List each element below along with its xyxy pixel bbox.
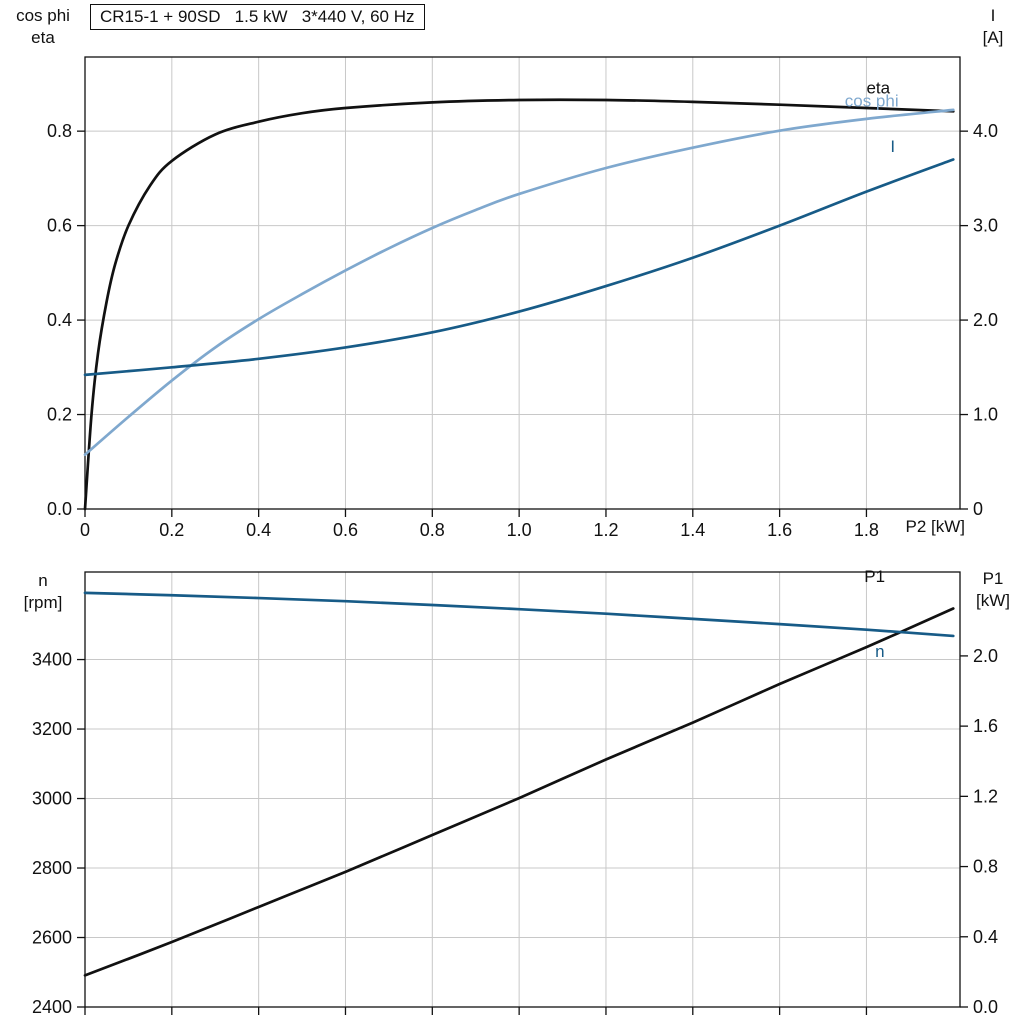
y-left-tick-label: 3000 [32,789,72,809]
y-left-tick-label: 0.8 [47,121,72,141]
curve-P1 [83,607,955,977]
y-left-tick-label: 2800 [32,858,72,878]
axis-label-cos-phi: cos phi [16,6,70,25]
x-tick-label: 0.4 [246,520,271,540]
x-tick-label: 1.4 [680,520,705,540]
x-tick-label: 0.8 [420,520,445,540]
y-right-tick-label: 0.4 [973,927,998,947]
x-tick-label: 1.2 [593,520,618,540]
y-right-tick-label: 2.0 [973,310,998,330]
y-right-tick-label: 0.8 [973,857,998,877]
y-left-tick-label: 3200 [32,719,72,739]
plot-border [84,571,961,1008]
axis-label-eta: eta [31,28,55,47]
axis-label-speed-unit: [rpm] [23,593,63,612]
y-left-tick-label: 2400 [32,997,72,1017]
panel-top: 0.0 0.2 0.4 0.6 0.8 0 1.0 2.0 3.0 4.0 0 0.2 0.4 0.6 0.… [47,56,998,540]
y-right-tick-label: 1.2 [973,786,998,806]
y-right-tick-label: 0.0 [973,997,998,1017]
axis-label-bottom-right: P1 [kW] [962,568,1024,612]
y-left-tick-label: 0.0 [47,499,72,519]
y-left-tick-label: 0.6 [47,216,72,236]
series-label-P1: P1 [864,567,885,586]
axis-label-speed: n [38,571,48,590]
y-left-tick-label: 0.2 [47,405,72,425]
curve-I [83,158,955,377]
x-tick-label: 0 [80,520,90,540]
axis-label-bottom-left: n [rpm] [0,570,86,614]
x-tick-label: 0.2 [159,520,184,540]
x-tick-label: 1.8 [854,520,879,540]
axis-label-top-left: cos phi eta [0,5,86,49]
series-label-cos-phi: cos phi [845,92,899,111]
axis-label-current-unit: [A] [982,28,1004,47]
y-right-tick-label: 0 [973,499,983,519]
y-left-tick-label: 3400 [32,650,72,670]
y-left-tick-label: 0.4 [47,310,72,330]
axis-label-p1-unit: [kW] [976,591,1010,610]
x-tick-label: 1.0 [507,520,532,540]
y-left-tick-label: 2600 [32,928,72,948]
series-label-eta: eta [866,78,890,97]
y-right-tick-label: 1.0 [973,405,998,425]
panel-bottom: 2400 2600 2800 3000 3200 3400 0.0 0.4 0.8 1.2 1.6 2… [32,567,998,1017]
y-right-tick-label: 3.0 [973,216,998,236]
axis-label-top-right: I [A] [962,5,1024,49]
y-right-tick-label: 4.0 [973,121,998,141]
curve-cos-phi [83,108,955,457]
curve-n [83,591,955,638]
axis-label-current: I [990,6,996,25]
axis-label-p1: P1 [982,569,1004,588]
y-right-tick-label: 1.6 [973,716,998,736]
curve-eta [83,98,955,511]
x-axis-label-p2: P2 [kW] [905,517,965,536]
y-right-tick-label: 2.0 [973,646,998,666]
series-label-n: n [875,642,884,661]
series-label-I: I [890,137,895,156]
chart-title-box: CR15-1 + 90SD 1.5 kW 3*440 V, 60 Hz [90,4,425,30]
x-tick-label: 0.6 [333,520,358,540]
x-tick-label: 1.6 [767,520,792,540]
plot-border [84,56,961,510]
